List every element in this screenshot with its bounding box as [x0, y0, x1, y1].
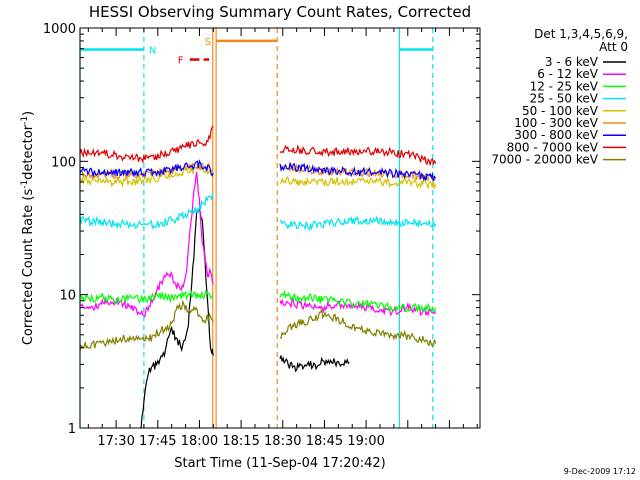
legend-label: 300 - 800 keV [514, 128, 598, 142]
annotation-label-f: F [178, 56, 184, 67]
series-line [79, 299, 214, 352]
series-line [79, 159, 214, 178]
series-line [79, 192, 214, 230]
legend-label: 6 - 12 keV [537, 67, 599, 81]
y-axis-label: Corrected Count Rate (s-1detector-1) [20, 111, 36, 345]
x-tick-label: 17:45 [139, 434, 176, 449]
legend-label: 7000 - 20000 keV [491, 153, 598, 167]
series-line [279, 215, 437, 231]
x-tick-label: 17:30 [97, 434, 134, 449]
y-tick-label: 1000 [43, 22, 76, 37]
legend-label: 3 - 6 keV [545, 55, 599, 69]
series-line [280, 307, 437, 348]
legend-label: 100 - 300 keV [514, 116, 598, 130]
legend-label: 25 - 50 keV [530, 92, 599, 106]
series-line [279, 144, 437, 166]
legend-label: 800 - 7000 keV [507, 140, 599, 154]
annotation-f: F [178, 56, 210, 67]
series-line [279, 176, 437, 191]
series-line [80, 289, 214, 305]
y-axis-label-sup-1: -1 [20, 180, 30, 189]
x-tick-label: 18:30 [264, 434, 301, 449]
series-line [279, 161, 437, 182]
annotation-label-n: N [149, 45, 156, 56]
legend-label: 50 - 100 keV [522, 104, 599, 118]
annotation-label-s: S [205, 37, 211, 48]
x-tick-label: 18:00 [181, 434, 218, 449]
series-50-100-kev [79, 165, 437, 191]
y-tick-label: 100 [51, 155, 76, 170]
date-stamp: 9-Dec-2009 17:12 [564, 467, 636, 476]
series-800-7000-kev [79, 125, 437, 166]
x-tick-label: 18:45 [306, 434, 343, 449]
series-25-50-kev [79, 192, 437, 231]
series-300-800-kev [79, 159, 437, 182]
series-line [79, 165, 214, 188]
y-tick-label: 1 [68, 422, 76, 437]
series-line [279, 289, 437, 314]
x-axis-label: Start Time (11-Sep-04 17:20:42) [174, 456, 385, 471]
series-100-300-kev [79, 162, 437, 182]
x-tick-label: 18:15 [222, 434, 259, 449]
annotation-n: N [79, 28, 434, 428]
series-line [279, 298, 437, 317]
annotation-s: S [205, 28, 278, 428]
series-6-12-kev [79, 171, 437, 318]
x-tick-label: 19:00 [347, 434, 384, 449]
legend-header-line-2: Att 0 [599, 40, 628, 54]
series-line [279, 355, 350, 373]
series-line [79, 125, 214, 165]
series-3-6-kev [140, 207, 350, 429]
series-12-25-kev [80, 289, 437, 314]
y-axis-label-unit: detector [21, 124, 36, 180]
chart-title: HESSI Observing Summary Count Rates, Cor… [89, 3, 471, 21]
plot-area: N S F [79, 28, 437, 429]
legend-header-line-1: Det 1,3,4,5,6,9, [534, 27, 628, 41]
series-line [140, 207, 214, 429]
y-axis-label-sup-2: -1 [20, 116, 30, 125]
series-7000-20000-kev [79, 299, 437, 352]
legend-label: 12 - 25 keV [530, 79, 599, 93]
y-axis-label-main: Corrected Count Rate (s [21, 189, 36, 346]
plot-frame [79, 27, 481, 429]
y-tick-label: 10 [59, 289, 76, 304]
series-line [79, 171, 214, 318]
axes: 1 10 100 1000 17:30 17:45 18:00 18:15 18:30 18:45… [43, 22, 481, 449]
